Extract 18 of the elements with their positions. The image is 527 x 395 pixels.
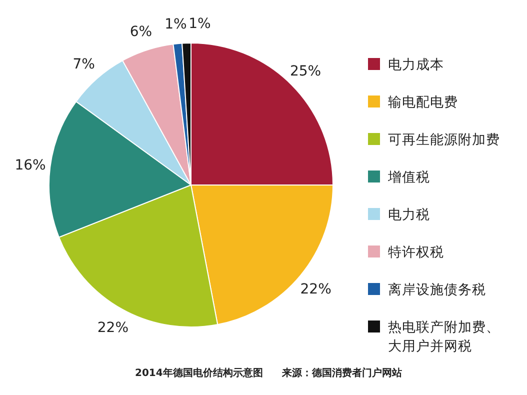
legend-label: 电力税: [388, 207, 430, 223]
legend-label: 热电联产附加费、大用户并网税: [388, 320, 500, 354]
data-label: 7%: [72, 56, 95, 72]
data-label: 25%: [290, 63, 322, 80]
legend-label: 可再生能源附加费: [388, 132, 500, 148]
data-label: 22%: [97, 320, 129, 336]
data-label: 1%: [188, 16, 211, 32]
source-note: 来源：德国消费者门户网站: [281, 367, 402, 379]
legend-label: 输电配电费: [388, 94, 458, 110]
text: 2014年德国电价结构示意图: [135, 367, 263, 379]
data-label: 16%: [14, 158, 46, 174]
data-label: 6%: [130, 24, 152, 40]
legend-label: 电力成本: [388, 57, 444, 73]
legend-label: 增值税: [387, 170, 430, 186]
legend-label: 离岸设施债务税: [388, 282, 486, 298]
data-label: 22%: [300, 281, 332, 298]
legend-label: 特许权税: [388, 244, 444, 260]
data-label: 1%: [164, 16, 187, 33]
